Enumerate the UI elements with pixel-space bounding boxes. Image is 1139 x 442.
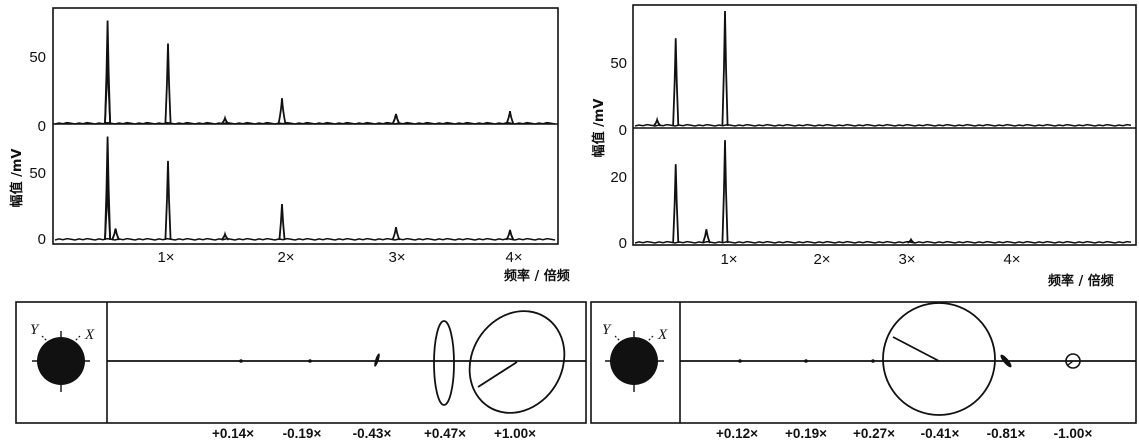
- right-orbit-0.12x: [738, 359, 742, 363]
- right-orbit-label-4: -0.41×: [921, 426, 960, 441]
- right-orbit-minus0.41x: [882, 302, 996, 416]
- left-top-ytick-0: 0: [38, 118, 46, 135]
- left-bottom-peak-1: [104, 179, 112, 241]
- left-orbit-panel: Y X +0.14× -0.19× -0.43× +0.47× +1.00×: [15, 301, 587, 441]
- right-top-ytick-50: 50: [610, 55, 627, 72]
- right-top-peak-1: [672, 38, 680, 127]
- left-orbit-label-5: +1.00×: [494, 426, 536, 441]
- left-bottom-peak-6: [391, 226, 401, 241]
- left-top-peak-1: [104, 52, 112, 125]
- right-orbit-label-2: +0.19×: [785, 426, 827, 441]
- right-spectrum-frame: [632, 4, 1137, 246]
- left-bottom-peak-5: [278, 204, 286, 241]
- right-top-peak-0: [652, 116, 662, 127]
- left-top-series: [54, 20, 556, 125]
- left-y-axis-label: 幅值 /mV: [9, 149, 25, 208]
- left-bottom-peak-4: [220, 230, 230, 241]
- left-top-peak-4: [277, 98, 287, 125]
- left-bottom-peak-7: [505, 229, 515, 241]
- left-x-axis-letter: X: [84, 327, 95, 343]
- right-top-peak-2: [721, 11, 729, 127]
- right-bottom-ytick-0: 0: [619, 235, 627, 252]
- right-orbit-minus0.81x: [1000, 354, 1012, 368]
- right-y-axis-letter: Y: [602, 322, 612, 338]
- left-xtick-4x: 4×: [505, 249, 522, 266]
- left-bottom-baseline: [54, 237, 556, 241]
- right-xtick-2x: 2×: [813, 251, 830, 268]
- right-bottom-baseline: [634, 240, 1132, 244]
- left-bottom-ytick-50: 50: [29, 165, 46, 182]
- left-xtick-1x: 1×: [157, 249, 174, 266]
- right-bottom-series: [634, 140, 1132, 244]
- right-bottom-ytick-20: 20: [610, 169, 627, 186]
- right-xtick-3x: 3×: [898, 251, 915, 268]
- right-orbit-label-1: +0.12×: [716, 426, 758, 441]
- left-bottom-peak-3: [164, 160, 172, 241]
- left-top-baseline: [54, 121, 556, 125]
- right-top-baseline: [634, 123, 1132, 127]
- left-bottom-series: [54, 136, 556, 241]
- left-y-axis-letter: Y: [30, 322, 40, 338]
- left-orbit-label-1: +0.14×: [212, 426, 254, 441]
- left-top-peak-6: [505, 110, 515, 125]
- right-rotor-icon: [605, 331, 664, 392]
- left-xtick-2x: 2×: [277, 249, 294, 266]
- left-bottom-peak-2: [111, 228, 120, 241]
- right-orbit-panel: Y X +0.12× +0.19× +0.27× -0.41× -0.81× -…: [590, 301, 1137, 441]
- left-orbit-1.00x: [468, 310, 566, 414]
- left-top-peak-2: [164, 43, 172, 125]
- right-orbit-0.27x: [871, 359, 875, 363]
- right-top-ytick-0: 0: [619, 122, 627, 139]
- right-orbit-minus1.00x-radius: [1067, 360, 1074, 366]
- left-x-axis-label: 频率 / 倍频: [504, 268, 570, 284]
- left-xtick-3x: 3×: [388, 249, 405, 266]
- right-bottom-peak-3: [907, 237, 915, 244]
- right-bottom-peak-0: [672, 164, 680, 244]
- right-y-axis-label: 幅值 /mV: [591, 99, 607, 158]
- right-top-series: [634, 11, 1132, 127]
- right-orbit-minus1.00x: [1065, 353, 1081, 369]
- right-x-axis-label: 频率 / 倍频: [1048, 273, 1114, 289]
- right-spectrum-panel: 幅值 /mV 50 0 20 0 1× 2× 3× 4× 频率 / 倍频: [591, 4, 1137, 289]
- left-top-peak-5: [391, 113, 401, 125]
- left-orbit-minus0.43x: [374, 353, 380, 367]
- left-orbit-0.47x: [433, 320, 455, 406]
- right-orbit-label-6: -1.00×: [1054, 426, 1093, 441]
- left-orbit-label-2: -0.19×: [283, 426, 322, 441]
- left-top-ytick-50: 50: [29, 49, 46, 66]
- left-orbit-minus0.19x: [308, 359, 312, 363]
- right-x-axis-letter: X: [657, 327, 668, 343]
- left-orbit-label-4: +0.47×: [424, 426, 466, 441]
- left-spectrum-panel: 幅值 /mV 50 0 50 0 1× 2× 3× 4× 频率 / 倍频: [9, 7, 570, 284]
- left-orbit-1.00x-radius: [477, 361, 518, 388]
- right-xtick-4x: 4×: [1003, 251, 1020, 268]
- right-orbit-0.19x: [804, 359, 808, 363]
- left-top-peak-3: [220, 114, 230, 125]
- left-bottom-ytick-0: 0: [38, 231, 46, 248]
- left-spectrum-frame: [52, 7, 559, 245]
- right-bottom-peak-1: [702, 229, 711, 244]
- left-rotor-icon: [32, 331, 90, 392]
- right-orbit-minus0.41x-radius: [892, 336, 940, 362]
- right-bottom-peak-2: [721, 140, 729, 244]
- right-orbit-label-5: -0.81×: [987, 426, 1026, 441]
- left-orbit-label-3: -0.43×: [353, 426, 392, 441]
- left-orbit-0.14x: [239, 359, 243, 363]
- left-orbit-frame: [15, 301, 587, 424]
- right-rotor-disc: [610, 337, 658, 385]
- right-orbit-frame: [590, 301, 1137, 424]
- right-xtick-1x: 1×: [720, 251, 737, 268]
- right-orbit-label-3: +0.27×: [853, 426, 895, 441]
- left-rotor-disc: [37, 337, 85, 385]
